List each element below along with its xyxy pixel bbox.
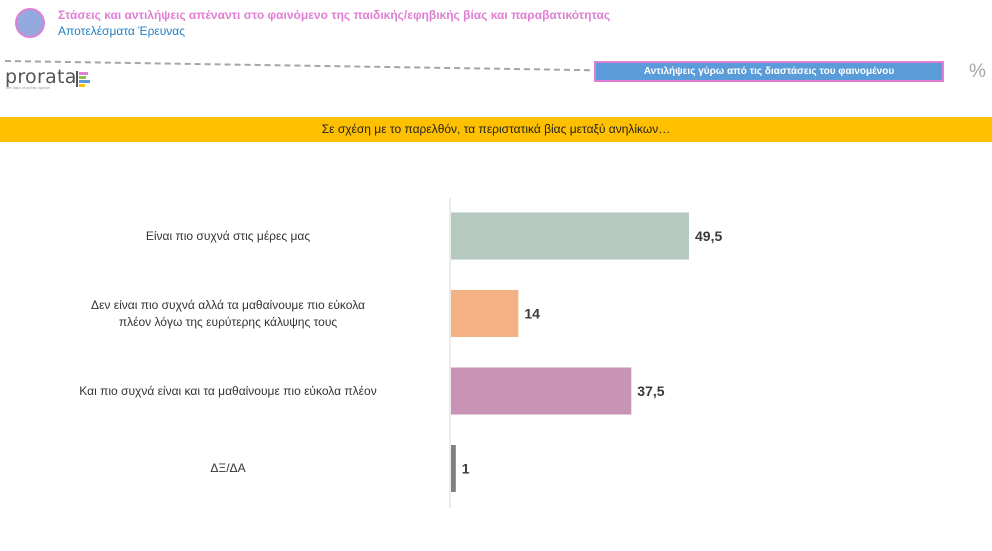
- category-label-3-line-0: ΔΞ/ΔΑ: [210, 461, 246, 475]
- logo-tagline: the data of public opinion: [6, 85, 51, 90]
- category-label-1-line-1: πλέον λόγω της ευρύτερης κάλυψης τους: [118, 314, 338, 329]
- bar-2: [451, 367, 632, 415]
- value-label-3: 1: [462, 461, 470, 477]
- question-band: Σε σχέση με το παρελθόν, τα περιστατικά …: [0, 117, 992, 142]
- value-label-1: 14: [524, 306, 540, 322]
- category-label-1-line-0: Δεν είναι πιο συχνά αλλά τα μαθαίνουμε π…: [91, 297, 365, 312]
- bar-1: [451, 290, 519, 337]
- category-label-1: Δεν είναι πιο συχνά αλλά τα μαθαίνουμε π…: [18, 297, 438, 331]
- logo-word: prorata: [5, 66, 77, 88]
- report-subtitle: Αποτελέσματα Έρευνας: [58, 24, 186, 38]
- bar-3: [451, 445, 456, 492]
- value-label-2: 37,5: [637, 383, 664, 399]
- bar-0: [451, 212, 689, 260]
- category-label-3: ΔΞ/ΔΑ: [18, 460, 438, 477]
- percent-unit: %: [969, 61, 986, 82]
- category-label-0-line-0: Είναι πιο συχνά στις μέρες μας: [145, 228, 311, 243]
- report-title: Στάσεις και αντιλήψεις απέναντι στο φαιν…: [58, 8, 611, 22]
- prorata-logo: prorata the data of public opinion: [5, 66, 105, 92]
- category-label-2: Και πιο συχνά είναι και τα μαθαίνουμε πι…: [18, 383, 438, 400]
- category-label-0: Είναι πιο συχνά στις μέρες μας: [18, 228, 438, 245]
- topic-box: Αντιλήψεις γύρω από τις διαστάσεις του φ…: [594, 61, 944, 82]
- value-label-0: 49,5: [695, 228, 722, 244]
- logo-bars-icon: [76, 71, 90, 87]
- survey-circle-icon: [15, 8, 45, 38]
- category-label-2-line-0: Και πιο συχνά είναι και τα μαθαίνουμε πι…: [79, 383, 377, 398]
